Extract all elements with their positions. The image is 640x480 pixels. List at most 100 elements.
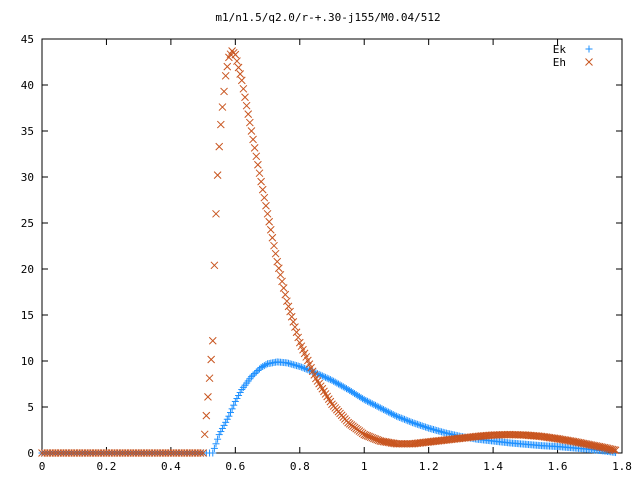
- data-point: [287, 312, 296, 321]
- data-point: [304, 366, 312, 374]
- data-point: [381, 406, 389, 414]
- series-group: [38, 47, 620, 457]
- data-point: [362, 396, 370, 404]
- x-tick-label: 1.8: [612, 460, 632, 473]
- data-point: [241, 93, 249, 102]
- data-point: [255, 169, 264, 178]
- data-point: [222, 418, 230, 426]
- data-point: [568, 437, 576, 446]
- data-point: [360, 396, 368, 404]
- data-point: [299, 364, 307, 372]
- data-point: [233, 57, 241, 65]
- data-point: [239, 84, 248, 93]
- data-point: [296, 363, 304, 371]
- data-point: [254, 160, 262, 169]
- data-point: [210, 444, 218, 452]
- data-point: [268, 233, 277, 242]
- data-point: [399, 415, 407, 423]
- data-point: [391, 411, 399, 419]
- y-tick-label: 35: [21, 125, 34, 138]
- data-point: [202, 411, 211, 420]
- data-point: [365, 398, 373, 406]
- data-point: [205, 374, 214, 383]
- data-point: [376, 404, 384, 412]
- data-point: [286, 307, 294, 316]
- legend-marker-eh: [585, 58, 593, 66]
- data-point: [294, 333, 303, 342]
- y-tick-label: 45: [21, 33, 34, 46]
- data-point: [325, 375, 333, 383]
- data-point: [236, 389, 244, 397]
- data-point: [199, 449, 207, 457]
- data-point: [209, 449, 217, 457]
- data-point: [220, 421, 228, 429]
- data-point: [245, 118, 254, 127]
- data-point: [220, 87, 228, 96]
- data-point: [410, 419, 418, 427]
- x-tick-label: 0.2: [97, 460, 117, 473]
- data-point: [574, 438, 583, 447]
- data-point: [389, 411, 397, 419]
- data-point: [372, 401, 379, 409]
- data-point: [289, 318, 298, 326]
- data-point: [322, 373, 330, 381]
- data-point: [576, 438, 584, 447]
- data-point: [252, 152, 261, 161]
- data-point: [263, 209, 272, 218]
- data-point: [234, 63, 243, 72]
- data-point: [394, 413, 402, 421]
- data-point: [212, 440, 220, 448]
- data-point: [590, 441, 599, 450]
- data-point: [413, 420, 421, 428]
- data-point: [254, 367, 262, 375]
- data-point: [318, 372, 326, 380]
- data-point: [227, 409, 234, 417]
- data-point: [228, 405, 236, 413]
- data-point: [368, 400, 376, 408]
- data-point: [270, 241, 278, 250]
- data-point: [247, 373, 255, 381]
- data-point: [386, 409, 394, 417]
- data-point: [587, 441, 596, 449]
- data-point: [262, 201, 270, 210]
- ticks-group: 0 0.2 0.4 0.6 0.8 1 1.2 1.4 1.6 1.8 0 5 10 15 20 25 30 35…: [21, 33, 632, 473]
- data-point: [402, 416, 410, 424]
- data-point: [598, 443, 607, 452]
- x-tick-label: 0: [39, 460, 46, 473]
- legend-label-ek: Ek: [553, 43, 567, 56]
- legend-label-eh: Eh: [553, 56, 566, 69]
- data-point: [610, 446, 618, 454]
- y-tick-label: 0: [27, 447, 34, 460]
- data-point: [223, 415, 231, 423]
- x-tick-label: 0.8: [290, 460, 310, 473]
- data-point: [225, 412, 233, 420]
- data-point: [215, 142, 224, 151]
- data-point: [363, 397, 371, 405]
- y-tick-label: 25: [21, 217, 34, 230]
- data-point: [279, 284, 288, 292]
- x-tick-label: 1.6: [548, 460, 568, 473]
- data-point: [292, 328, 301, 337]
- data-point: [252, 368, 260, 376]
- data-point: [233, 394, 241, 402]
- data-point: [249, 135, 257, 144]
- data-point: [274, 264, 283, 273]
- x-tick-label: 1: [361, 460, 368, 473]
- data-point: [271, 249, 280, 258]
- data-point: [247, 127, 256, 135]
- data-point: [291, 323, 299, 331]
- data-point: [217, 428, 225, 436]
- data-point: [320, 373, 328, 381]
- data-point: [244, 110, 253, 118]
- data-point: [380, 406, 388, 414]
- data-point: [407, 418, 415, 426]
- axes-group: [41, 38, 623, 454]
- data-point: [611, 446, 620, 455]
- data-point: [418, 422, 426, 430]
- data-point: [235, 392, 243, 399]
- data-point: [375, 403, 383, 411]
- x-tick-label: 1.4: [483, 460, 503, 473]
